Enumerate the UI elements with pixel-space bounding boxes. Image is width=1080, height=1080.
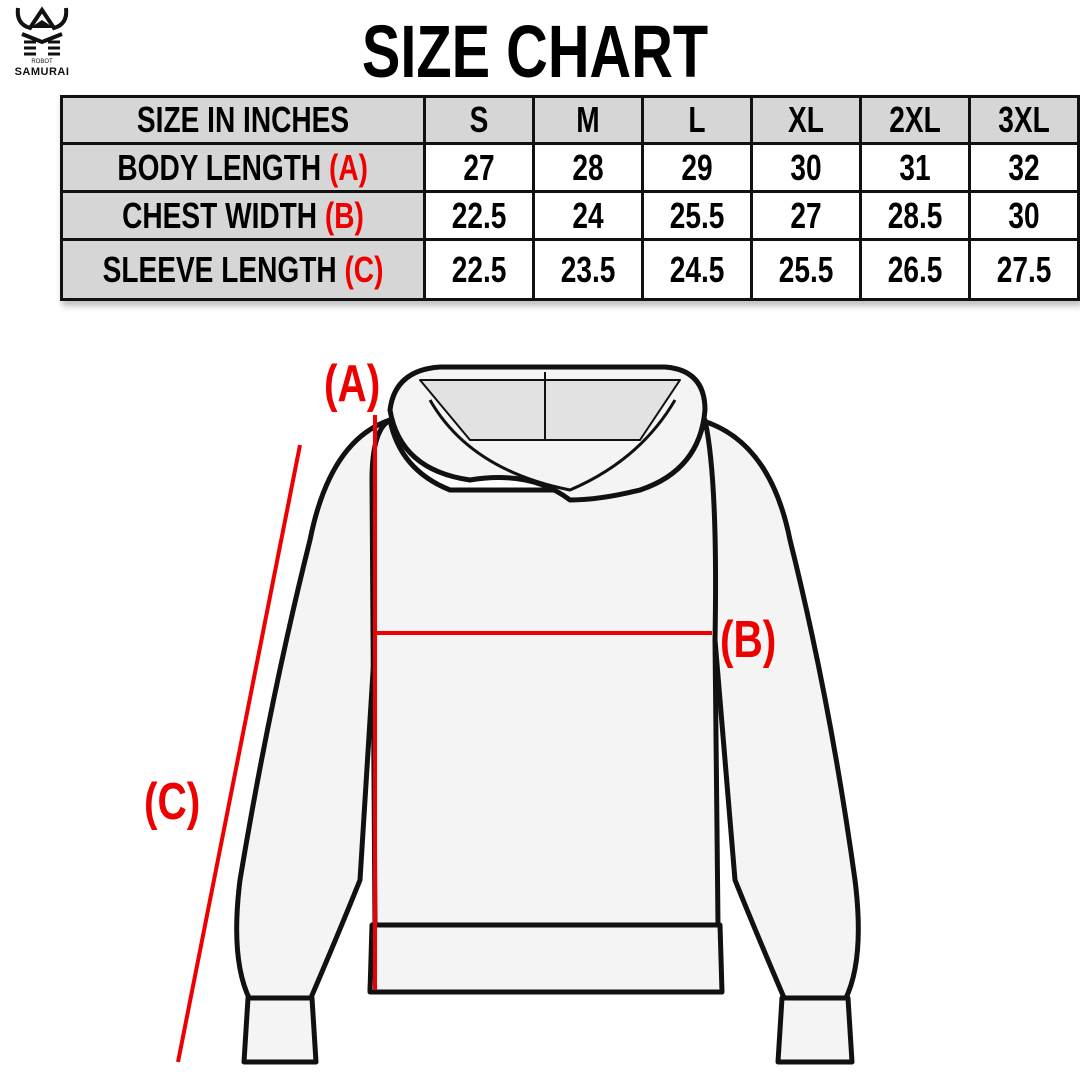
size-header: XL [750, 95, 862, 145]
left-cuff [241, 995, 319, 1065]
right-sleeve [697, 417, 861, 1003]
left-sleeve [234, 417, 393, 1003]
table-cell: 30 [967, 190, 1080, 241]
row-label: BODY LENGTH (A) [59, 142, 427, 193]
table-cell: 30 [750, 142, 862, 193]
row-label: SLEEVE LENGTH (C) [59, 238, 427, 301]
hoodie-body [367, 417, 723, 993]
table-cell: 23.5 [532, 238, 645, 301]
table-cell: 22.5 [423, 190, 536, 241]
header-label: SIZE IN INCHES [59, 95, 427, 145]
measure-line-c [176, 444, 302, 1063]
samurai-helmet-icon [15, 6, 69, 56]
table-cell: 24.5 [641, 238, 753, 301]
table-row: BODY LENGTH (A) 27 28 29 30 31 32 [59, 142, 1080, 193]
size-header: M [532, 95, 645, 145]
table-row: SLEEVE LENGTH (C) 22.5 23.5 24.5 25.5 26… [59, 238, 1080, 301]
table-cell: 28 [532, 142, 645, 193]
brand-logo: ROBOT SAMURAI [12, 4, 72, 82]
table-cell: 28.5 [858, 190, 971, 241]
logo-text-top: ROBOT [31, 59, 53, 65]
table-cell: 24 [532, 190, 645, 241]
table-row: CHEST WIDTH (B) 22.5 24 25.5 27 28.5 30 [59, 190, 1080, 241]
label-c: (C) [143, 773, 201, 831]
size-header: L [641, 95, 753, 145]
size-header: 2XL [858, 95, 971, 145]
table-cell: 27 [750, 190, 862, 241]
hoodie-hem [367, 922, 725, 995]
page-title: SIZE CHART [361, 10, 709, 93]
size-header: S [423, 95, 536, 145]
label-b: (B) [719, 611, 777, 669]
table-cell: 26.5 [858, 238, 971, 301]
right-cuff [775, 995, 855, 1065]
table-cell: 32 [967, 142, 1080, 193]
size-table: SIZE IN INCHES S M L XL 2XL 3XL BODY LEN… [59, 95, 1080, 301]
table-cell: 29 [641, 142, 753, 193]
table-cell: 22.5 [423, 238, 536, 301]
table-cell: 27 [423, 142, 536, 193]
table-cell: 25.5 [750, 238, 862, 301]
table-cell: 25.5 [641, 190, 753, 241]
row-label: CHEST WIDTH (B) [59, 190, 427, 241]
label-a: (A) [323, 355, 381, 413]
table-cell: 27.5 [967, 238, 1080, 301]
logo-text: SAMURAI [14, 66, 70, 78]
table-header-row: SIZE IN INCHES S M L XL 2XL 3XL [59, 95, 1080, 145]
table-cell: 31 [858, 142, 971, 193]
size-header: 3XL [967, 95, 1080, 145]
